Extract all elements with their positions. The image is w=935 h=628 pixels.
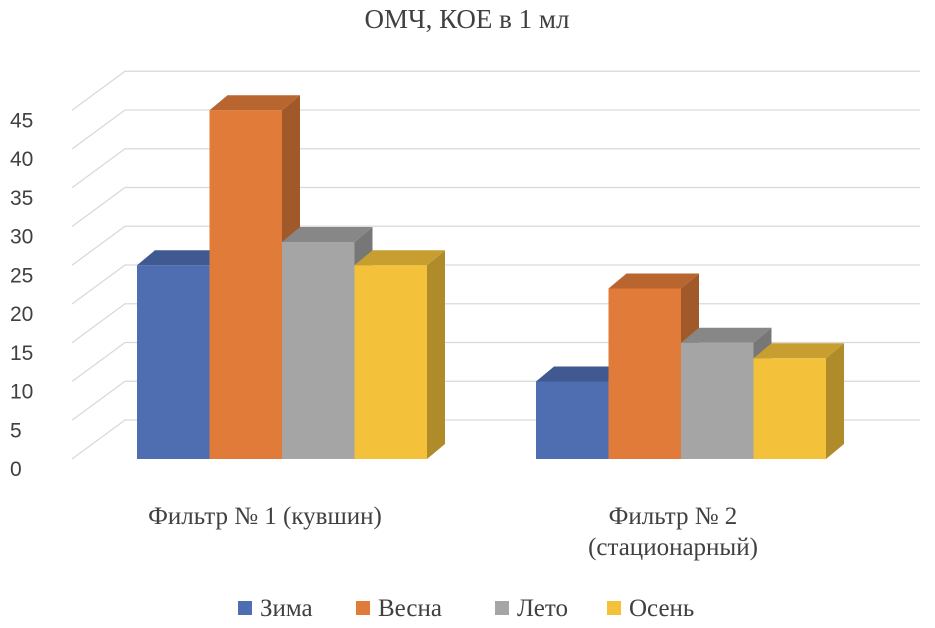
gridline (71, 186, 920, 228)
category-label: Фильтр № 1 (кувшин) (148, 503, 382, 530)
bar-front (137, 265, 210, 459)
bar-front (681, 342, 754, 459)
bars (137, 95, 844, 459)
bar-top (354, 250, 445, 266)
legend-label: Зима (260, 595, 313, 622)
gridline (71, 70, 920, 111)
bar-top (753, 343, 844, 359)
y-tick-label: 40 (10, 148, 33, 171)
legend-item: Весна (356, 595, 442, 622)
bar-top (608, 273, 699, 289)
y-tick-label: 35 (10, 187, 33, 210)
gridline (71, 264, 920, 305)
legend-label: Весна (378, 595, 442, 622)
gridline (71, 109, 920, 150)
legend-swatch (607, 601, 621, 615)
category-label: (стационарный) (588, 534, 758, 561)
bar-top (137, 250, 228, 266)
category-labels: Фильтр № 1 (кувшин) Фильтр № 2 (стационарн… (148, 503, 758, 561)
y-tick-label: 45 (10, 109, 33, 132)
bar-top (536, 366, 627, 382)
y-tick-label: 5 (10, 419, 22, 442)
bar-front (209, 110, 282, 459)
gridline (71, 225, 920, 266)
y-axis-ticks: 0 5 10 15 20 25 30 35 40 45 (10, 109, 33, 481)
legend-label: Лето (517, 595, 568, 622)
y-tick-label: 15 (10, 342, 33, 365)
y-tick-label: 25 (10, 264, 33, 287)
category-label: Фильтр № 2 (609, 503, 738, 530)
bar-top (681, 327, 772, 343)
legend-label: Осень (629, 595, 694, 622)
bar-top (209, 95, 300, 111)
legend-swatch (356, 601, 370, 615)
y-tick-label: 30 (10, 226, 33, 249)
legend-item: Зима (238, 595, 313, 622)
bar-side (826, 343, 844, 459)
bar-top (282, 227, 373, 242)
bar-side (427, 250, 445, 459)
gridline (71, 148, 920, 189)
y-tick-label: 20 (10, 303, 33, 326)
grid (71, 70, 920, 460)
bar-front (536, 381, 609, 459)
chart-title: ОМЧ, КОЕ в 1 мл (365, 4, 570, 34)
bar (354, 250, 445, 459)
legend-swatch (495, 601, 509, 615)
y-tick-label: 10 (10, 381, 33, 404)
bar-front (354, 265, 427, 459)
y-tick-label: 0 (10, 458, 22, 481)
legend-item: Лето (495, 595, 568, 622)
legend: Зима Весна Лето Осень (238, 595, 694, 622)
bar-front (282, 242, 355, 459)
bar (753, 343, 844, 459)
legend-swatch (238, 601, 252, 615)
bar-front (753, 358, 826, 459)
bar-front (608, 288, 681, 459)
legend-item: Осень (607, 595, 694, 622)
